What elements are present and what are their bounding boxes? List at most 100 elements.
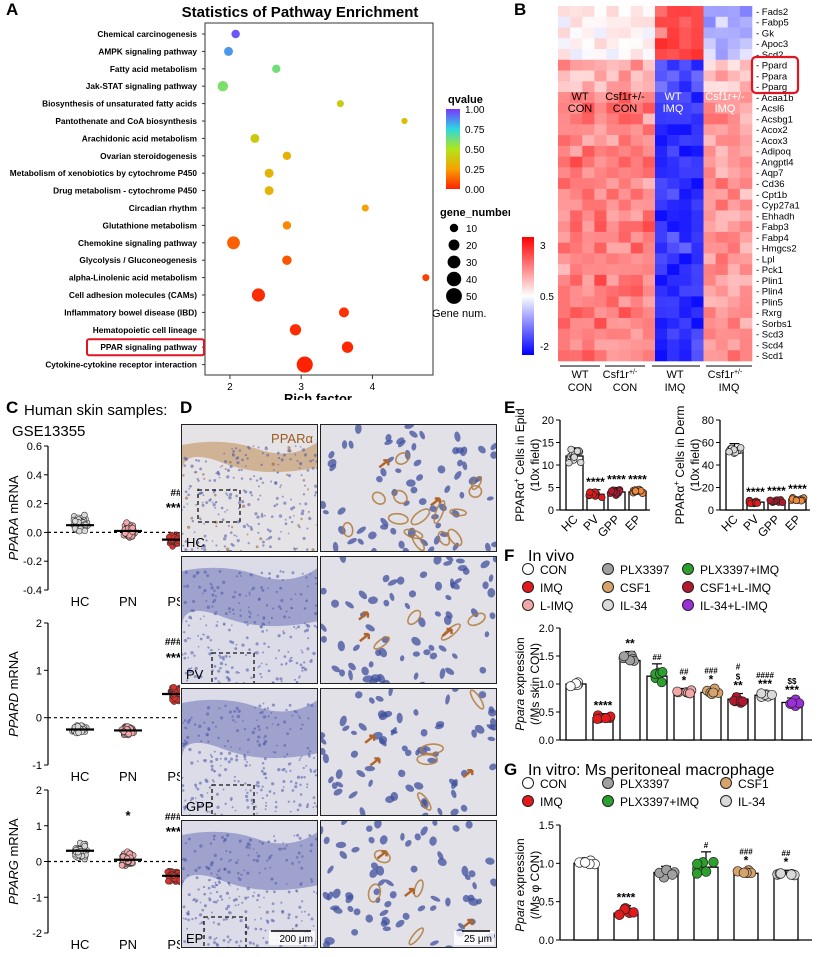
cell-nucleus bbox=[274, 800, 278, 804]
significance-label: **** bbox=[594, 699, 613, 713]
cell-nucleus bbox=[226, 946, 229, 947]
heatmap-cell bbox=[715, 178, 729, 190]
zoom-cell-nucleus bbox=[417, 905, 426, 912]
heatmap-cell bbox=[618, 16, 632, 28]
cell-nucleus bbox=[264, 929, 267, 932]
stain-arrow bbox=[359, 632, 371, 643]
cell-nucleus bbox=[256, 791, 258, 794]
c-ytick-label: 2 bbox=[36, 618, 42, 630]
heatmap-cell bbox=[570, 92, 583, 104]
heatmap-cell bbox=[655, 27, 668, 39]
cell-nucleus bbox=[285, 844, 288, 847]
heatmap-cell bbox=[570, 49, 583, 61]
bar-ytick-label: 2.0 bbox=[539, 623, 554, 635]
f-legend-swatch bbox=[682, 581, 694, 593]
heatmap-cell bbox=[642, 350, 656, 362]
cell-nucleus bbox=[282, 631, 286, 635]
zoom-cell-nucleus bbox=[487, 588, 496, 598]
cell-nucleus bbox=[225, 492, 228, 495]
cell-nucleus bbox=[211, 605, 214, 608]
c-ylabel: PPARA mRNA bbox=[6, 475, 21, 560]
heatmap-cell bbox=[667, 210, 680, 222]
bar-data-point bbox=[700, 866, 712, 877]
cell-nucleus bbox=[193, 531, 196, 534]
heatmap-cell bbox=[594, 156, 607, 168]
gene-label: - Acox2 bbox=[756, 125, 788, 136]
cell-nucleus bbox=[192, 574, 196, 578]
cell-nucleus bbox=[259, 537, 263, 541]
heatmap-cell bbox=[606, 199, 619, 211]
cell-nucleus bbox=[224, 663, 227, 666]
cell-nucleus bbox=[261, 785, 264, 788]
cell-nucleus bbox=[291, 571, 295, 575]
cell-nucleus bbox=[279, 586, 283, 590]
cell-nucleus bbox=[284, 522, 288, 526]
cell-nucleus bbox=[303, 622, 306, 625]
cell-nucleus bbox=[283, 847, 287, 850]
heatmap-cell bbox=[582, 231, 595, 243]
zoom-cell-nucleus bbox=[465, 821, 473, 829]
c-significance: #### bbox=[165, 637, 180, 648]
cell-nucleus bbox=[230, 666, 234, 669]
heatmap-cell bbox=[679, 307, 692, 319]
cell-nucleus bbox=[285, 610, 288, 613]
c-ytick-label: 0.6 bbox=[27, 441, 42, 453]
cell-nucleus bbox=[206, 734, 209, 737]
zoom-cell-nucleus bbox=[357, 538, 364, 545]
zoom-cell-nucleus bbox=[383, 710, 393, 718]
heatmap-cell bbox=[582, 339, 595, 351]
cell-nucleus bbox=[233, 775, 236, 778]
cell-nucleus bbox=[267, 645, 270, 649]
cell-nucleus bbox=[305, 764, 308, 767]
cell-nucleus bbox=[202, 633, 204, 636]
c-ytick-label: 0.0 bbox=[27, 527, 42, 539]
group-label-csf-imq-2: IMQ bbox=[715, 103, 736, 115]
cell-nucleus bbox=[182, 721, 185, 724]
cell-nucleus bbox=[185, 584, 189, 588]
heatmap-cell bbox=[642, 221, 656, 233]
micrograph-hc-right-texture bbox=[321, 425, 496, 551]
cell-nucleus bbox=[235, 940, 239, 944]
cell-nucleus bbox=[211, 593, 215, 597]
cell-nucleus bbox=[197, 937, 200, 940]
heatmap-cell bbox=[570, 124, 583, 136]
heatmap-cell bbox=[558, 264, 571, 276]
heatmap-cell bbox=[703, 59, 716, 71]
cell-nucleus bbox=[218, 868, 221, 871]
zoom-cell-nucleus bbox=[382, 574, 390, 583]
heatmap-cell bbox=[582, 81, 595, 93]
zoom-cell-nucleus bbox=[364, 765, 376, 772]
zoom-cell-nucleus bbox=[490, 442, 496, 451]
cell-nucleus bbox=[296, 833, 300, 837]
heatmap-cell bbox=[594, 16, 607, 28]
heatmap-cell bbox=[642, 328, 656, 340]
cell-nucleus bbox=[268, 857, 271, 860]
cell-nucleus bbox=[296, 808, 300, 812]
heatmap-cell bbox=[667, 6, 680, 18]
cell-nucleus bbox=[229, 640, 232, 643]
cell-nucleus bbox=[189, 799, 192, 802]
bar-data-point bbox=[725, 448, 733, 456]
ppara-positive-stain bbox=[437, 530, 451, 546]
heatmap-cell bbox=[703, 199, 716, 211]
heatmap-cell bbox=[739, 6, 753, 18]
cell-nucleus bbox=[256, 781, 260, 785]
cell-nucleus bbox=[187, 893, 191, 897]
heatmap-cell bbox=[667, 27, 680, 39]
cell-nucleus bbox=[184, 570, 188, 575]
heatmap-cell bbox=[558, 102, 571, 114]
cell-nucleus bbox=[274, 481, 278, 485]
zoom-cell-nucleus bbox=[480, 560, 490, 569]
zoom-cell-nucleus bbox=[332, 907, 343, 914]
cell-nucleus bbox=[299, 682, 301, 683]
heatmap-cell bbox=[703, 145, 716, 157]
cell-nucleus bbox=[283, 755, 286, 758]
micrograph-gpp-right bbox=[320, 688, 497, 816]
heatmap-cell bbox=[594, 81, 607, 93]
heatmap-cell bbox=[679, 221, 692, 233]
cell-nucleus bbox=[277, 605, 281, 609]
cell-nucleus bbox=[257, 784, 260, 788]
zoom-cell-nucleus bbox=[402, 547, 410, 551]
c-ylabel: PPARG mRNA bbox=[6, 818, 21, 905]
